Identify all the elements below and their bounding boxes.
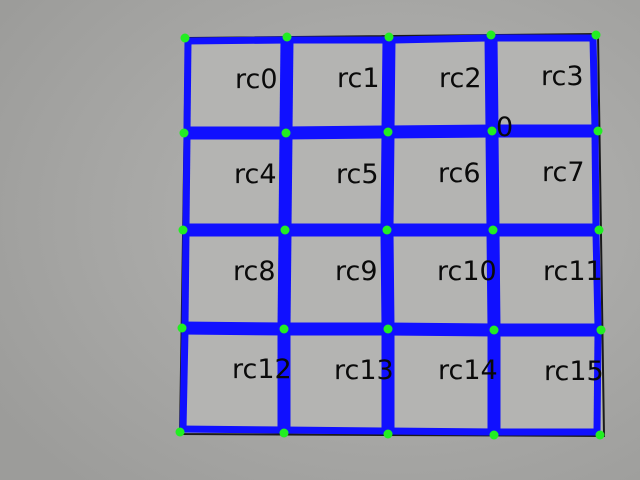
cell-box-edge-right-9	[380, 229, 389, 330]
cell-box-edge-left-2	[387, 36, 396, 133]
cell-box-edge-bottom-1	[285, 125, 389, 134]
cell-label: rc10	[437, 256, 497, 287]
cell-box-edge-left-3	[490, 34, 499, 132]
cell-box-edge-left-8	[181, 229, 190, 329]
corner-marker	[384, 32, 394, 42]
cell-box-edge-right-10	[486, 229, 495, 331]
cell-label: rc3	[541, 61, 584, 92]
corner-marker	[488, 225, 498, 235]
cell-box-edge-top-14	[387, 328, 495, 337]
cell-box-edge-right-4	[278, 132, 287, 231]
cell-box-edge-left-6	[386, 131, 395, 231]
cell-box-edge-right-8	[277, 229, 286, 330]
corner-marker	[382, 225, 392, 235]
cell-box-edge-left-1	[285, 36, 294, 134]
corner-marker	[281, 128, 291, 138]
corner-marker	[593, 126, 603, 136]
cell-box-edge-bottom-13	[283, 426, 389, 435]
cell-box-edge-left-4	[182, 132, 191, 231]
cell-box-edge-left-12	[179, 327, 189, 433]
cell-box-edge-right-6	[485, 130, 494, 231]
corner-marker	[489, 325, 499, 335]
cell-label: rc5	[336, 159, 379, 190]
cell-label: rc14	[438, 355, 498, 386]
cell-labels: rc0 rc1 rc2 rc3 rc4 rc5 rc6 rc7 rc8 rc9 rc10 rc11 rc…	[232, 61, 604, 387]
cell-box-edge-top-2	[388, 34, 492, 44]
cell-box-edge-top-0	[184, 36, 288, 45]
cell-box-edge-left-11	[492, 229, 501, 331]
cell-box-edge-right-15	[593, 329, 602, 436]
cell-box-edge-bottom-12	[179, 425, 285, 434]
cell-box-edge-top-6	[387, 130, 493, 139]
corner-marker	[594, 225, 604, 235]
corner-marker	[279, 428, 289, 438]
cell-box-edge-left-10	[386, 229, 395, 330]
corner-marker	[282, 32, 292, 42]
cell-box-edge-bottom-10	[387, 322, 495, 331]
corner-marker	[178, 225, 188, 235]
cell-box-edge-bottom-14	[387, 427, 495, 436]
corner-marker	[383, 324, 393, 334]
cell-box-edge-bottom-8	[181, 321, 285, 330]
cell-box-edge-left-7	[491, 130, 500, 231]
corner-marker	[487, 126, 497, 136]
corner-marker	[596, 325, 606, 335]
cell-label: rc13	[334, 355, 394, 386]
cell-label: rc0	[235, 64, 278, 95]
cell-box-edge-right-2	[484, 34, 493, 132]
cell-label: rc1	[337, 63, 380, 94]
grid-lines	[179, 34, 602, 436]
corner-marker	[177, 323, 187, 333]
cell-label: rc2	[439, 63, 482, 94]
cell-box-edge-right-5	[380, 131, 389, 231]
cell-box-edge-right-0	[279, 36, 288, 134]
cell-label: rc8	[233, 256, 276, 287]
cell-label: rc12	[232, 354, 292, 385]
cell-label: rc6	[438, 158, 481, 189]
cell-label: rc9	[335, 256, 378, 287]
cell-box-edge-left-9	[283, 229, 292, 330]
cell-box-edge-top-12	[181, 327, 285, 336]
cell-label: rc11	[543, 256, 603, 287]
corner-marker	[595, 430, 605, 440]
cell-label: rc7	[542, 157, 585, 188]
corner-marker	[180, 33, 190, 43]
corner-marker	[383, 429, 393, 439]
cell-box-edge-top-5	[285, 131, 389, 140]
cell-box-edge-right-3	[589, 34, 599, 132]
cell-box-edge-bottom-2	[387, 124, 493, 133]
corner-marker	[279, 324, 289, 334]
cell-box-edge-right-11	[592, 229, 602, 331]
cell-box-edge-right-1	[381, 36, 390, 133]
marker-label: 0	[496, 112, 513, 143]
cell-box-edge-left-0	[183, 37, 192, 134]
corner-marker	[591, 30, 601, 40]
corner-marker	[175, 427, 185, 437]
corner-markers	[175, 30, 606, 440]
corner-marker	[486, 30, 496, 40]
cell-box-edge-right-7	[591, 130, 600, 231]
cell-label: rc15	[544, 356, 604, 387]
cell-box-edge-left-5	[284, 132, 293, 231]
corner-marker	[383, 127, 393, 137]
cell-label: rc4	[234, 159, 277, 190]
corner-marker	[179, 128, 189, 138]
corner-marker	[489, 430, 499, 440]
corner-marker	[280, 225, 290, 235]
